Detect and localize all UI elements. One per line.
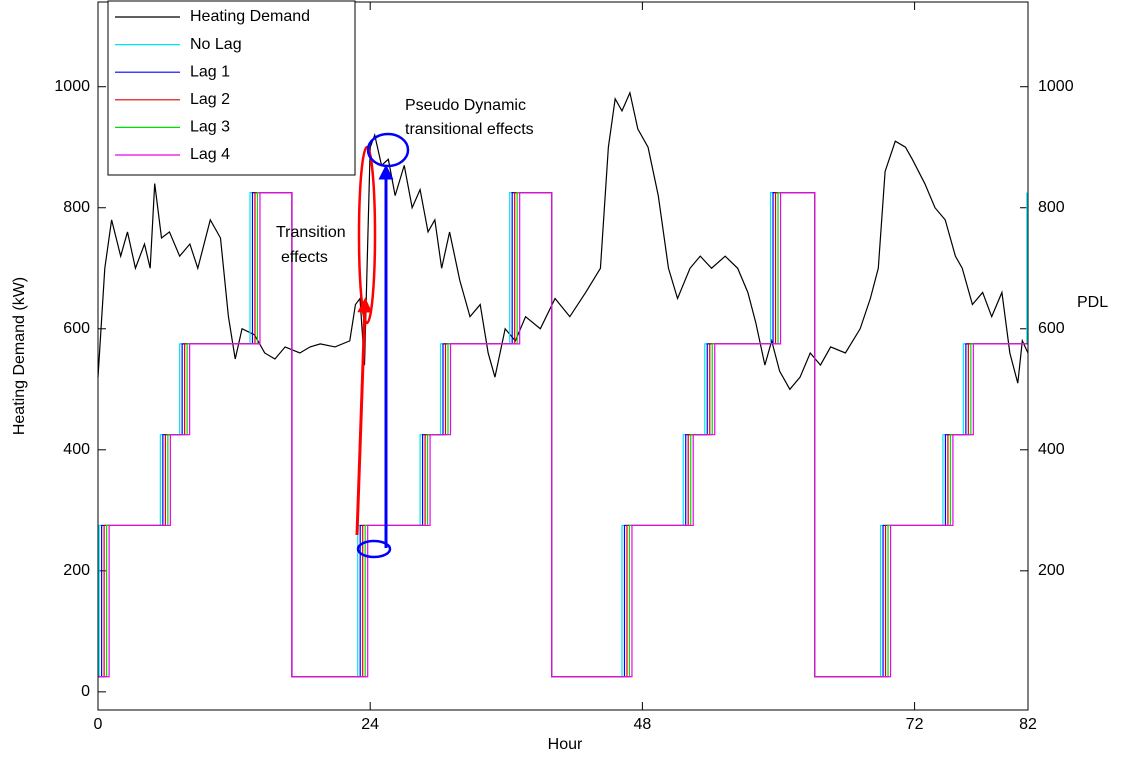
plot-area bbox=[97, 2, 1029, 710]
x-tick-label: 48 bbox=[633, 716, 651, 733]
annotation: effects bbox=[281, 249, 328, 266]
annotation-ellipse bbox=[357, 145, 377, 325]
x-tick-label: 0 bbox=[94, 716, 103, 733]
y-tick-label: 1000 bbox=[54, 78, 90, 95]
annotation: transitional effects bbox=[405, 121, 534, 138]
annotation-arrow bbox=[355, 297, 373, 536]
legend-label: Heating Demand bbox=[190, 8, 310, 25]
series-line bbox=[97, 90, 1029, 391]
x-tick-label: 82 bbox=[1019, 716, 1037, 733]
y2-tick-label: 600 bbox=[1038, 320, 1065, 337]
y-tick-label: 400 bbox=[63, 441, 90, 458]
y2-tick-label: 400 bbox=[1038, 441, 1065, 458]
legend-label: Lag 4 bbox=[190, 146, 230, 163]
x-tick-label: 72 bbox=[906, 716, 924, 733]
annotation-ellipse bbox=[356, 539, 392, 559]
annotation: Pseudo Dynamic bbox=[405, 97, 526, 114]
annotation-ellipse bbox=[366, 132, 410, 168]
y2-tick-label: 1000 bbox=[1038, 78, 1074, 95]
series-line bbox=[98, 192, 1028, 678]
axes-box bbox=[97, 1, 1029, 711]
y2-axis-label: PDL bbox=[1077, 294, 1108, 311]
y-tick-label: 600 bbox=[63, 320, 90, 337]
y-tick-label: 0 bbox=[81, 683, 90, 700]
annotation: Transition bbox=[276, 224, 346, 241]
legend-label: Lag 2 bbox=[190, 91, 230, 108]
series-line bbox=[98, 192, 1028, 678]
y2-tick-label: 200 bbox=[1038, 562, 1065, 579]
legend-label: No Lag bbox=[190, 36, 242, 53]
y-tick-label: 800 bbox=[63, 199, 90, 216]
legend-label: Lag 3 bbox=[190, 119, 230, 136]
legend-label: Lag 1 bbox=[190, 63, 230, 80]
x-axis-label: Hour bbox=[548, 736, 583, 753]
legend-box bbox=[107, 0, 356, 176]
x-tick-label: 24 bbox=[361, 716, 379, 733]
y-axis-label: Heating Demand (kW) bbox=[11, 277, 28, 435]
legend: Heating Demand No Lag Lag 1 Lag 2 Lag 3 Lag 4 bbox=[107, 0, 356, 176]
y2-tick-label: 800 bbox=[1038, 199, 1065, 216]
y-tick-label: 200 bbox=[63, 562, 90, 579]
